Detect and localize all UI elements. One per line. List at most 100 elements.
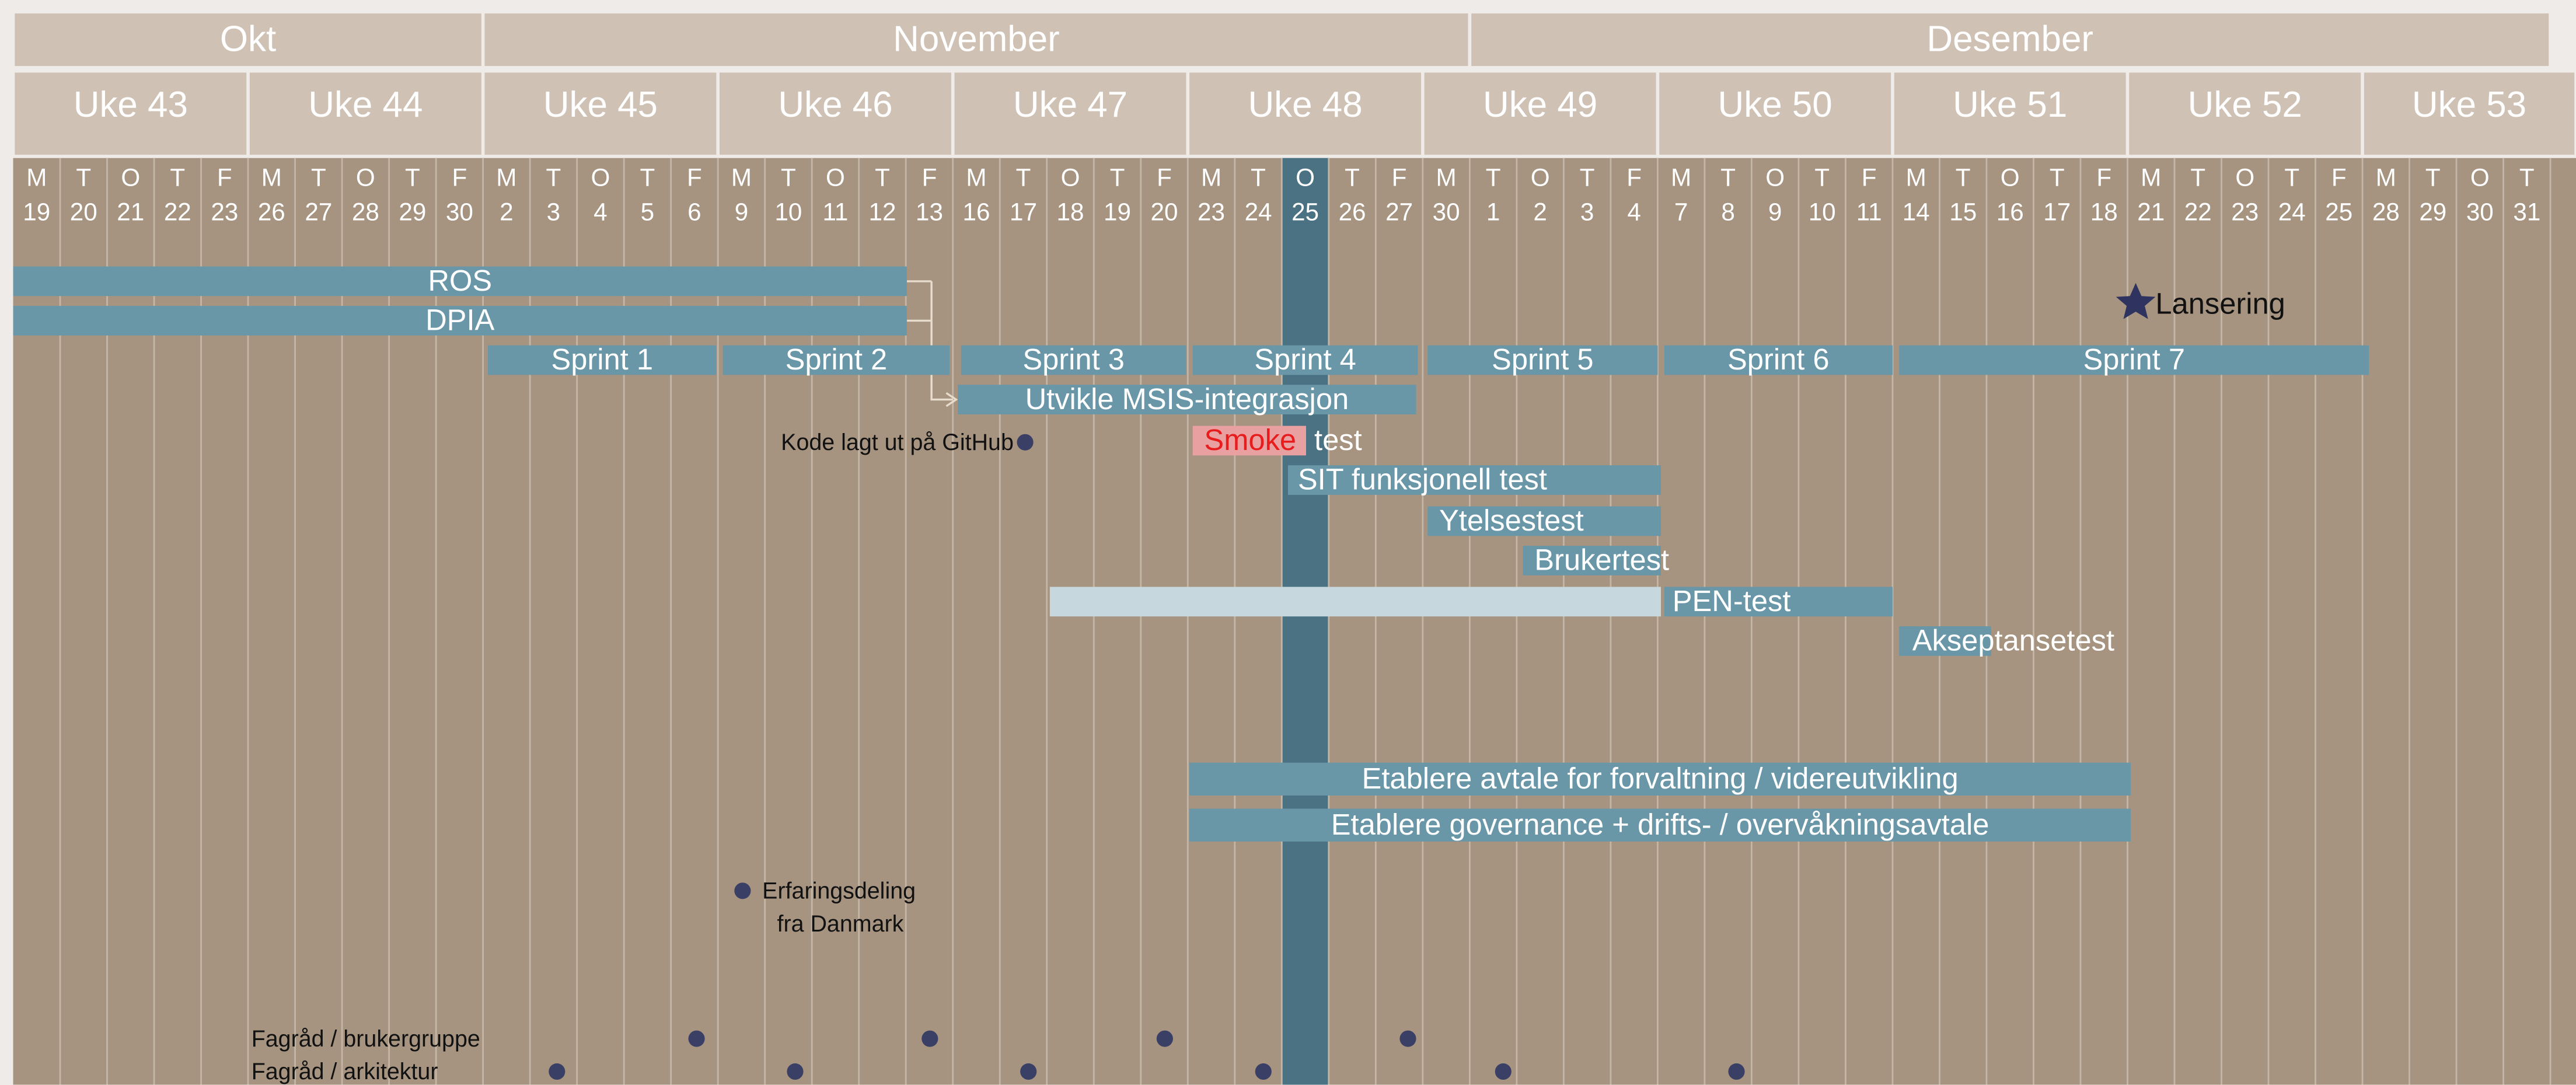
day-letter: T: [170, 164, 185, 191]
day-date: 20: [1151, 198, 1178, 226]
day-letter: T: [2050, 164, 2065, 191]
day-date: 3: [1580, 198, 1594, 226]
day-date: 21: [2137, 198, 2165, 226]
task-bar: [1664, 345, 1893, 375]
event-label: fra Danmark: [777, 911, 904, 937]
day-letter: T: [76, 164, 91, 191]
day-letter: F: [2096, 164, 2111, 191]
week-label: Uke 53: [2412, 85, 2526, 125]
day-letter: T: [1814, 164, 1830, 191]
task-label: SIT funksjonell test: [1298, 463, 1547, 496]
task-bar: [961, 345, 1186, 375]
day-date: 23: [211, 198, 238, 226]
task-bar: [1427, 345, 1658, 375]
day-letter: O: [2235, 164, 2254, 191]
day-date: 26: [1339, 198, 1366, 226]
task-bar: [1189, 808, 2131, 842]
meeting-dot: [922, 1030, 938, 1047]
day-letter: T: [2190, 164, 2205, 191]
day-date: 3: [547, 198, 560, 226]
task-label: Sprint 6: [1727, 343, 1830, 376]
day-letter: M: [26, 164, 47, 191]
day-letter: T: [1580, 164, 1595, 191]
day-letter: O: [356, 164, 375, 191]
meeting-dot: [1728, 1063, 1745, 1080]
event-label: Erfaringsdeling: [762, 878, 916, 904]
day-date: 6: [687, 198, 701, 226]
task-label: DPIA: [425, 303, 494, 337]
day-date: 27: [305, 198, 332, 226]
day-letter: M: [2141, 164, 2161, 191]
task-label: Brukertest: [1534, 543, 1669, 577]
week-header: [484, 72, 717, 155]
day-letter: F: [2331, 164, 2347, 191]
day-letter: M: [496, 164, 516, 191]
task-bar: [1664, 587, 1893, 617]
day-date: 4: [594, 198, 607, 226]
day-letter: T: [1016, 164, 1031, 191]
day-letter: T: [405, 164, 420, 191]
day-date: 15: [1949, 198, 1977, 226]
task-bar: [1899, 345, 2369, 375]
day-letter: F: [1862, 164, 1877, 191]
day-letter: F: [1157, 164, 1172, 191]
week-label: Uke 44: [308, 85, 423, 125]
day-date: 28: [2372, 198, 2400, 226]
task-bar: [1899, 626, 1991, 656]
day-date: 22: [164, 198, 191, 226]
day-letter: F: [1626, 164, 1642, 191]
week-header: [1894, 72, 2126, 155]
day-letter: T: [781, 164, 796, 191]
day-date: 10: [774, 198, 802, 226]
day-letter: M: [1671, 164, 1691, 191]
week-label: Uke 45: [543, 85, 658, 125]
day-letter: F: [452, 164, 467, 191]
task-bar: [1192, 345, 1418, 375]
day-date: 25: [1292, 198, 1319, 226]
day-letter: O: [121, 164, 140, 191]
task-bar: [722, 345, 950, 375]
day-date: 2: [1533, 198, 1547, 226]
smoke-rest-label: test: [1314, 423, 1362, 456]
day-date: 4: [1627, 198, 1640, 226]
day-date: 14: [1903, 198, 1930, 226]
task-label: Sprint 7: [2083, 343, 2185, 376]
day-letter: M: [1436, 164, 1457, 191]
week-header: [1659, 72, 1891, 155]
task-label: Utvikle MSIS-integrasjon: [1025, 382, 1349, 416]
day-letter: F: [922, 164, 937, 191]
day-letter: T: [875, 164, 890, 191]
day-letter: O: [1765, 164, 1785, 191]
meeting-dot: [1255, 1063, 1272, 1080]
week-header: [1424, 72, 1656, 155]
day-date: 24: [2278, 198, 2306, 226]
day-letter: M: [1906, 164, 1926, 191]
day-date: 23: [2231, 198, 2259, 226]
day-date: 30: [2466, 198, 2494, 226]
day-date: 18: [1057, 198, 1084, 226]
day-date: 21: [117, 198, 144, 226]
day-date: 12: [868, 198, 896, 226]
task-label: Sprint 5: [1492, 343, 1594, 376]
milestone-label: Kode lagt ut på GitHub: [781, 430, 1014, 455]
task-label: Etablere avtale for forvaltning / videre…: [1362, 762, 1959, 795]
day-letter: T: [311, 164, 326, 191]
pen-test-lead: [1049, 587, 1662, 617]
today-column: [1282, 158, 1329, 1085]
day-date: 26: [258, 198, 285, 226]
task-label: Sprint 2: [786, 343, 888, 376]
task-bar: [488, 345, 717, 375]
day-letter: T: [1486, 164, 1501, 191]
task-bar: [1427, 506, 1662, 536]
day-date: 7: [1674, 198, 1688, 226]
day-date: 17: [2043, 198, 2071, 226]
day-letter: T: [1251, 164, 1266, 191]
day-date: 8: [1721, 198, 1734, 226]
smoke-test-bar: [1192, 425, 1306, 456]
day-letter: T: [1110, 164, 1125, 191]
task-bar: [13, 306, 907, 336]
day-date: 19: [1104, 198, 1131, 226]
meeting-dot: [1156, 1030, 1173, 1047]
day-date: 30: [1433, 198, 1460, 226]
